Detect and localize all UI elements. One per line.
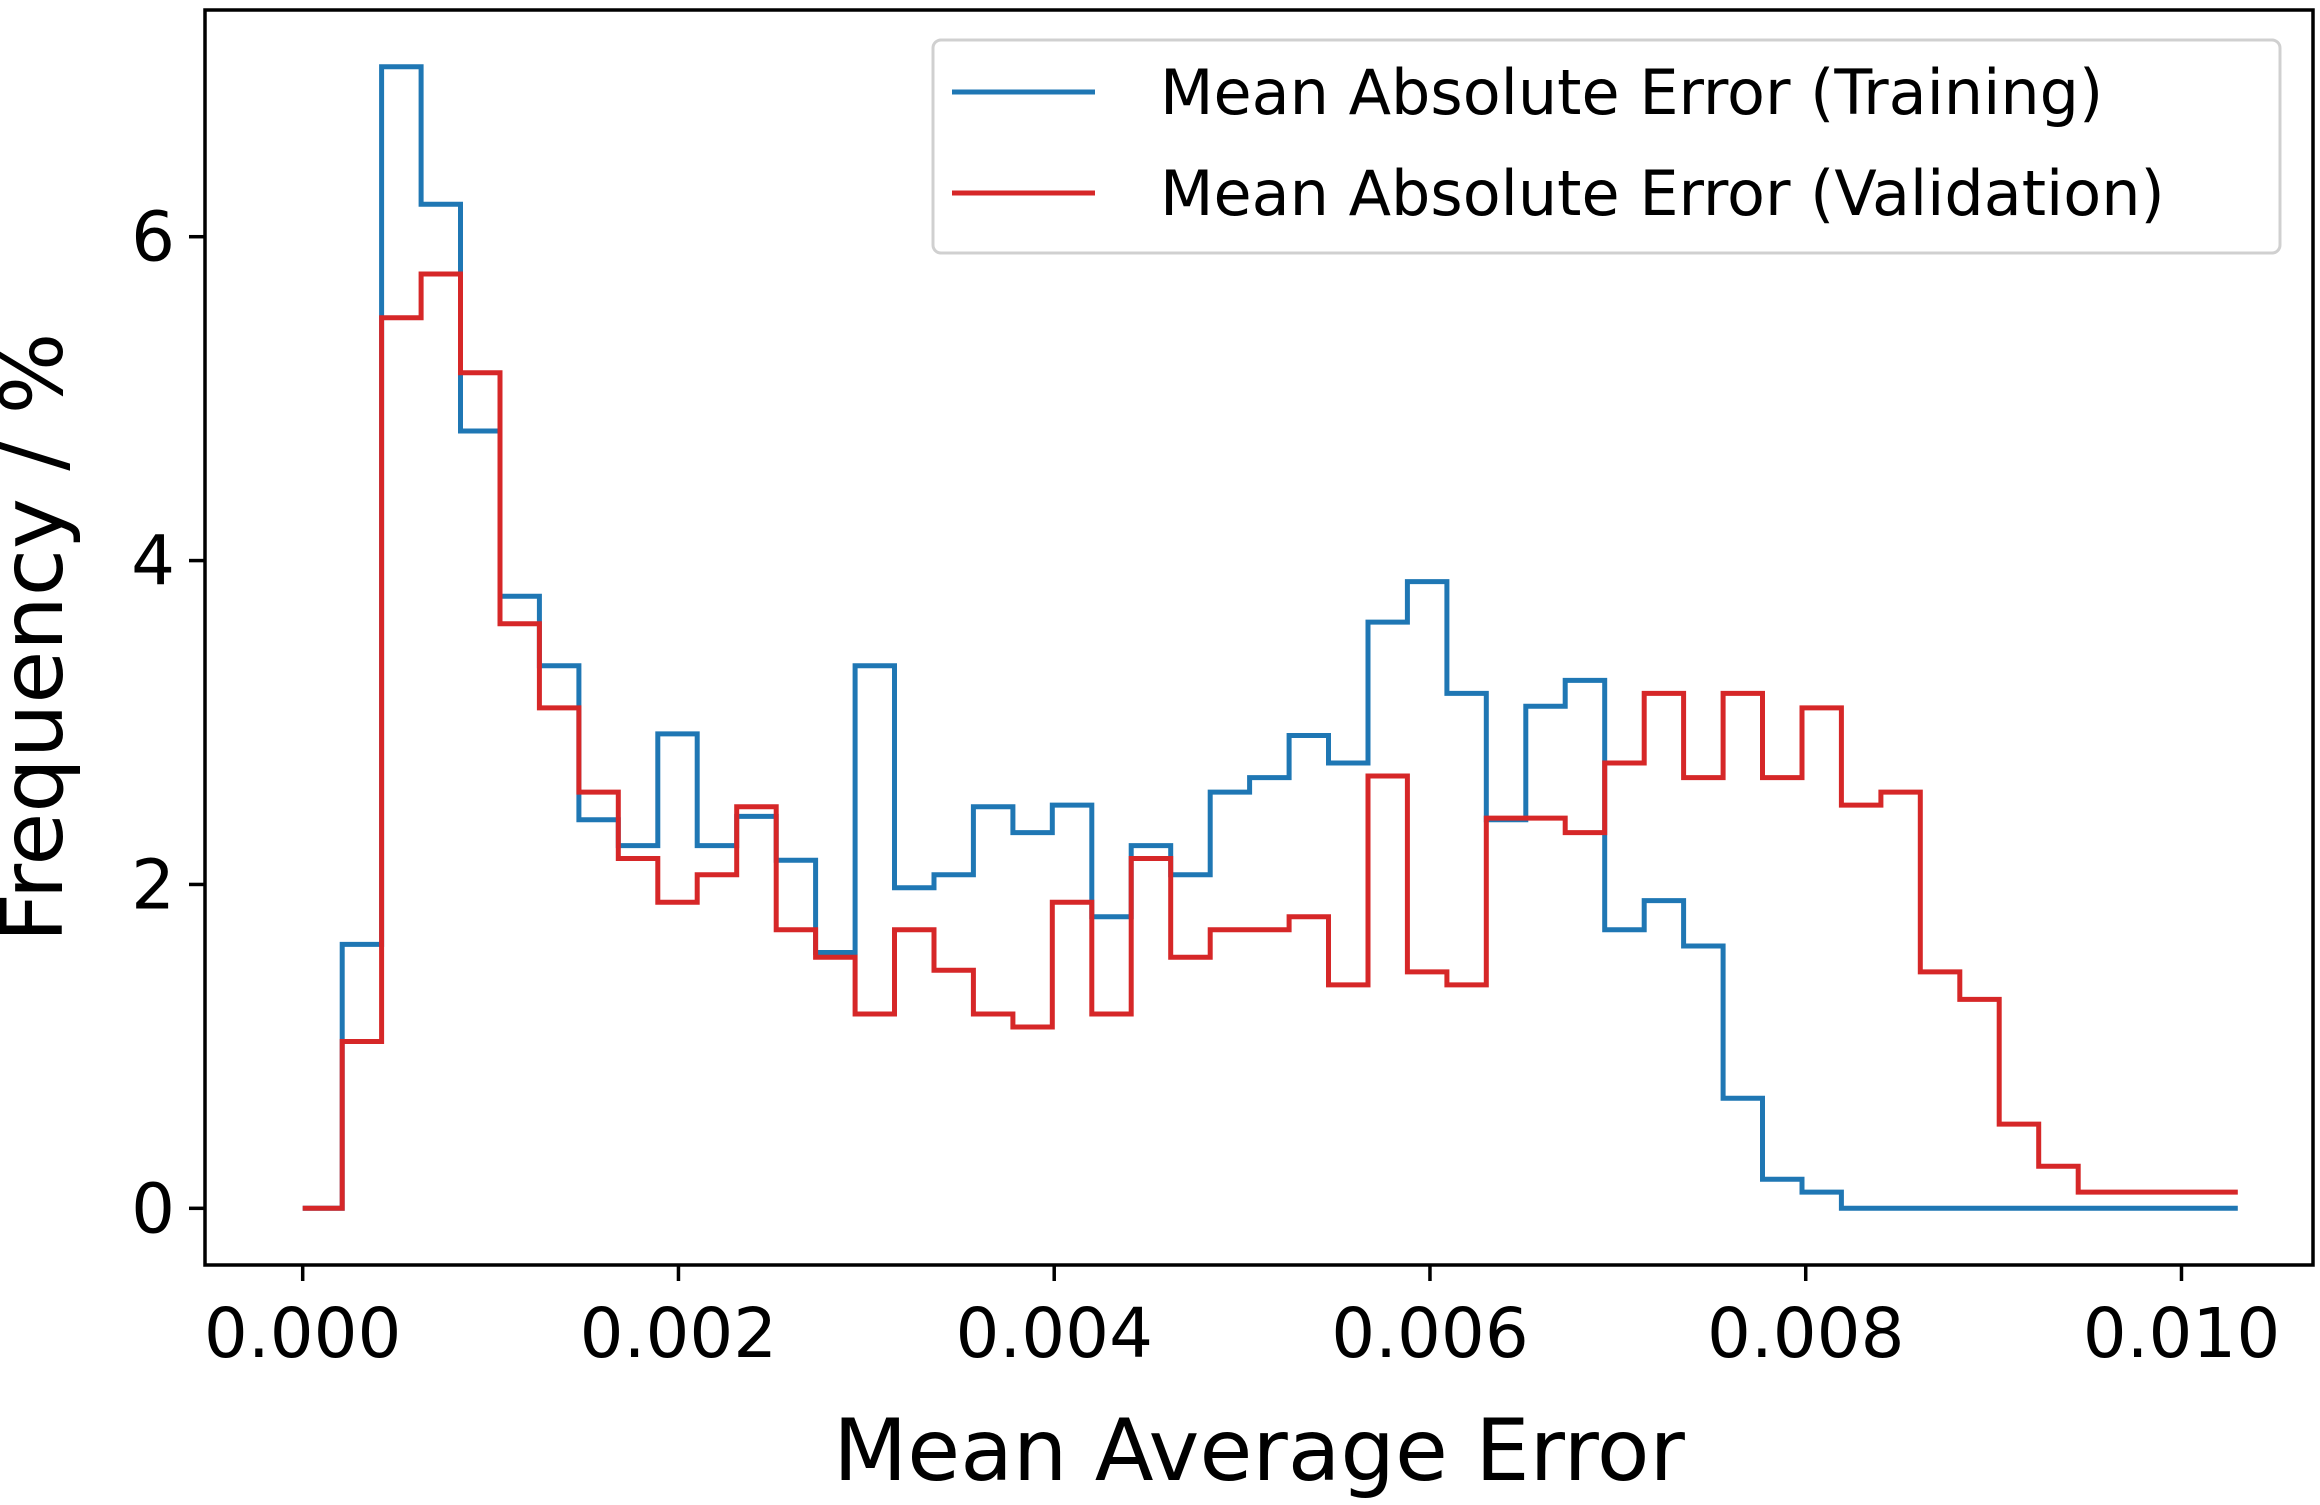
y-tick-label: 2	[131, 845, 175, 925]
x-axis-title: Mean Average Error	[833, 1401, 1685, 1501]
y-tick-label: 0	[131, 1169, 175, 1249]
legend: Mean Absolute Error (Training) Mean Abso…	[931, 38, 2282, 255]
legend-label-training: Mean Absolute Error (Training)	[1160, 56, 2103, 129]
x-tick-label: 0.000	[204, 1294, 402, 1374]
x-tick-label: 0.010	[2083, 1294, 2281, 1374]
y-tick-label: 4	[131, 522, 175, 602]
y-axis-title: Frequency / %	[0, 333, 83, 943]
series-layer	[302, 64, 2238, 1211]
legend-box	[931, 38, 2282, 255]
plot-frame	[203, 8, 2315, 1267]
series-validation-line	[302, 271, 2238, 1211]
y-tick-label: 6	[131, 198, 175, 278]
x-tick-label: 0.004	[955, 1294, 1153, 1374]
y-axis: 0 2 4 6	[131, 198, 205, 1249]
x-tick-label: 0.008	[1707, 1294, 1905, 1374]
legend-label-validation: Mean Absolute Error (Validation)	[1160, 157, 2165, 230]
x-axis: 0.000 0.002 0.004 0.006 0.008 0.010	[204, 1265, 2280, 1374]
x-tick-label: 0.006	[1331, 1294, 1529, 1374]
x-tick-label: 0.002	[580, 1294, 778, 1374]
